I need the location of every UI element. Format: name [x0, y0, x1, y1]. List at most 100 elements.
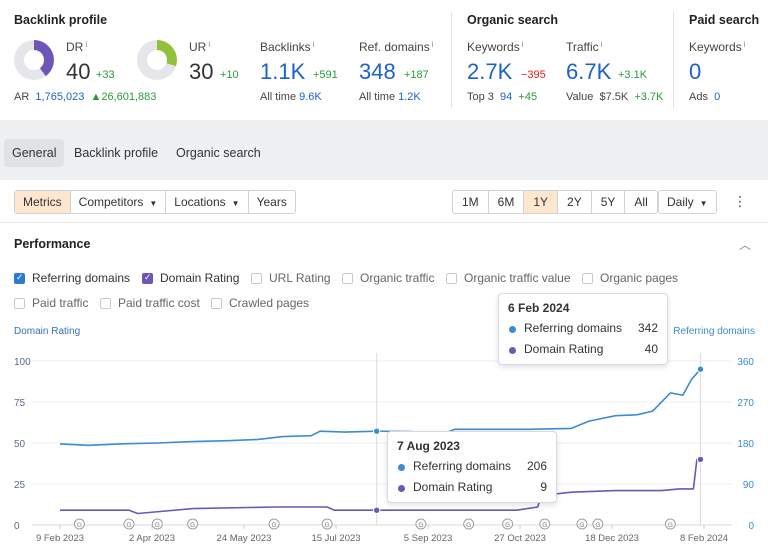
organic-keywords-label-text: Keywords	[467, 40, 520, 54]
annotation-marker-glyph: G	[155, 522, 160, 529]
chevron-up-icon[interactable]: ︿	[739, 238, 752, 252]
range-all-button[interactable]: All	[634, 195, 648, 209]
backlinks-all-time-value[interactable]: 9.6K	[299, 91, 322, 103]
interval-dropdown[interactable]: Daily ▼	[658, 190, 717, 214]
ar-label: AR	[14, 91, 30, 103]
section-divider	[673, 12, 674, 108]
right-tick-label: 360	[737, 357, 754, 368]
left-axis-title: Domain Rating	[14, 326, 80, 337]
annotation-marker-glyph: G	[126, 522, 131, 529]
tooltip-series-name: Domain Rating	[524, 342, 604, 356]
checkbox-paid-traffic[interactable]: Paid traffic	[14, 296, 88, 310]
tooltip-date: 6 Feb 2024	[508, 301, 570, 315]
tooltip-series-name: Referring domains	[524, 321, 623, 335]
checkbox-organic-traffic[interactable]: Organic traffic	[342, 271, 434, 285]
ur-label-text: UR	[189, 40, 207, 54]
info-icon[interactable]: i	[431, 40, 434, 49]
x-tick-label: 9 Feb 2023	[36, 533, 84, 544]
paid-keywords-label[interactable]: Keywords i	[689, 40, 745, 54]
ur-label[interactable]: UR i	[189, 40, 210, 54]
paid-keywords-value[interactable]: 0	[689, 59, 702, 84]
annotation-marker-glyph: G	[272, 522, 277, 529]
traffic-label[interactable]: Traffic i	[566, 40, 602, 54]
backlinks-label[interactable]: Backlinks i	[260, 40, 314, 54]
annotation-marker-glyph: G	[418, 522, 423, 529]
tooltip-value: 342	[637, 321, 658, 335]
locations-label: Locations	[174, 195, 226, 209]
info-icon[interactable]: i	[743, 40, 746, 49]
annotation-marker-icon	[502, 518, 514, 530]
hover-point	[372, 506, 381, 514]
checkbox-organic-traffic-value[interactable]: Organic traffic value	[446, 271, 571, 285]
ref-domains-all-time-value[interactable]: 1.2K	[398, 91, 421, 103]
annotation-marker-icon	[151, 518, 163, 530]
dr-donut-icon	[14, 40, 54, 80]
ref-domains-delta: +187	[404, 69, 429, 81]
right-tick-label: 180	[737, 439, 754, 450]
tooltip-value: 40	[644, 342, 658, 356]
tab-organic-search[interactable]: Organic search	[176, 146, 261, 160]
range-1y-button[interactable]: 1Y	[524, 191, 559, 213]
range-toolbar: 1M 6M 1Y 2Y 5Y All	[452, 190, 658, 214]
hover-point	[696, 455, 705, 464]
checkbox-icon	[142, 272, 153, 284]
checkbox-paid-traffic-cost[interactable]: Paid traffic cost	[100, 296, 200, 310]
top3-delta: +45	[518, 91, 538, 103]
hover-point	[372, 427, 381, 435]
checkbox-organic-pages[interactable]: Organic pages	[582, 271, 678, 285]
annotation-marker-icon	[664, 518, 676, 530]
info-icon[interactable]: i	[85, 40, 88, 49]
tab-backlink-profile[interactable]: Backlink profile	[74, 146, 159, 160]
annotation-marker-glyph: G	[668, 522, 673, 529]
paid-keywords-label-text: Keywords	[689, 40, 742, 54]
range-5y-button[interactable]: 5Y	[592, 191, 626, 213]
dr-label[interactable]: DR i	[66, 40, 87, 54]
organic-keywords-label[interactable]: Keywords i	[467, 40, 523, 54]
competitors-dropdown[interactable]: Competitors ▼	[71, 191, 167, 213]
checkbox-label: Crawled pages	[229, 296, 310, 310]
metrics-toolbar: Metrics Competitors ▼ Locations ▼ Years	[14, 190, 296, 214]
checkbox-label: Paid traffic cost	[118, 296, 200, 310]
range-1m-button[interactable]: 1M	[453, 191, 489, 213]
top3-value[interactable]: 94	[500, 91, 513, 103]
series-dot-icon	[509, 326, 516, 333]
tooltip-date: 7 Aug 2023	[397, 439, 460, 453]
checkbox-label: URL Rating	[269, 271, 331, 285]
x-tick-label: 27 Oct 2023	[494, 533, 546, 544]
info-icon[interactable]: i	[312, 40, 315, 49]
more-vertical-icon[interactable]: ⋮	[733, 193, 747, 209]
info-icon[interactable]: i	[208, 40, 211, 49]
traffic-value[interactable]: 6.7K	[566, 59, 612, 84]
ur-value[interactable]: 30	[189, 59, 214, 84]
locations-dropdown[interactable]: Locations ▼	[166, 191, 249, 213]
ar-value[interactable]: 1,765,023	[35, 91, 85, 103]
series-dot-icon	[398, 485, 405, 492]
organic-keywords-value[interactable]: 2.7K	[467, 59, 513, 84]
checkbox-icon	[100, 297, 111, 309]
ads-value[interactable]: 0	[714, 91, 721, 103]
backlinks-all-time-label: All time	[260, 91, 297, 103]
checkbox-domain-rating[interactable]: Domain Rating	[142, 271, 239, 285]
range-2y-button[interactable]: 2Y	[558, 191, 592, 213]
checkbox-crawled-pages[interactable]: Crawled pages	[211, 296, 309, 310]
range-6m-button[interactable]: 6M	[489, 191, 525, 213]
checkbox-label: Paid traffic	[32, 296, 89, 310]
dr-value[interactable]: 40	[66, 59, 91, 84]
ref-domains-value[interactable]: 348	[359, 59, 396, 84]
tooltip-row: Referring domains	[398, 459, 511, 473]
top3-label: Top 3	[467, 91, 494, 103]
checkbox-label: Organic pages	[600, 271, 679, 285]
checkbox-url-rating[interactable]: URL Rating	[251, 271, 331, 285]
ref-domains-all-time: All time 1.2K	[359, 91, 421, 103]
ref-domains-label[interactable]: Ref. domains i	[359, 40, 433, 54]
info-icon[interactable]: i	[521, 40, 524, 49]
checkbox-referring-domains[interactable]: Referring domains	[14, 271, 130, 285]
info-icon[interactable]: i	[600, 40, 603, 49]
traffic-value-label: Value	[566, 91, 594, 103]
years-button[interactable]: Years	[256, 195, 287, 209]
tab-general[interactable]: General	[4, 139, 65, 167]
interval-label-wrap: Daily ▼	[659, 191, 716, 213]
backlinks-value[interactable]: 1.1K	[260, 59, 306, 84]
checkbox-icon	[14, 297, 25, 309]
metrics-button[interactable]: Metrics	[15, 191, 71, 213]
